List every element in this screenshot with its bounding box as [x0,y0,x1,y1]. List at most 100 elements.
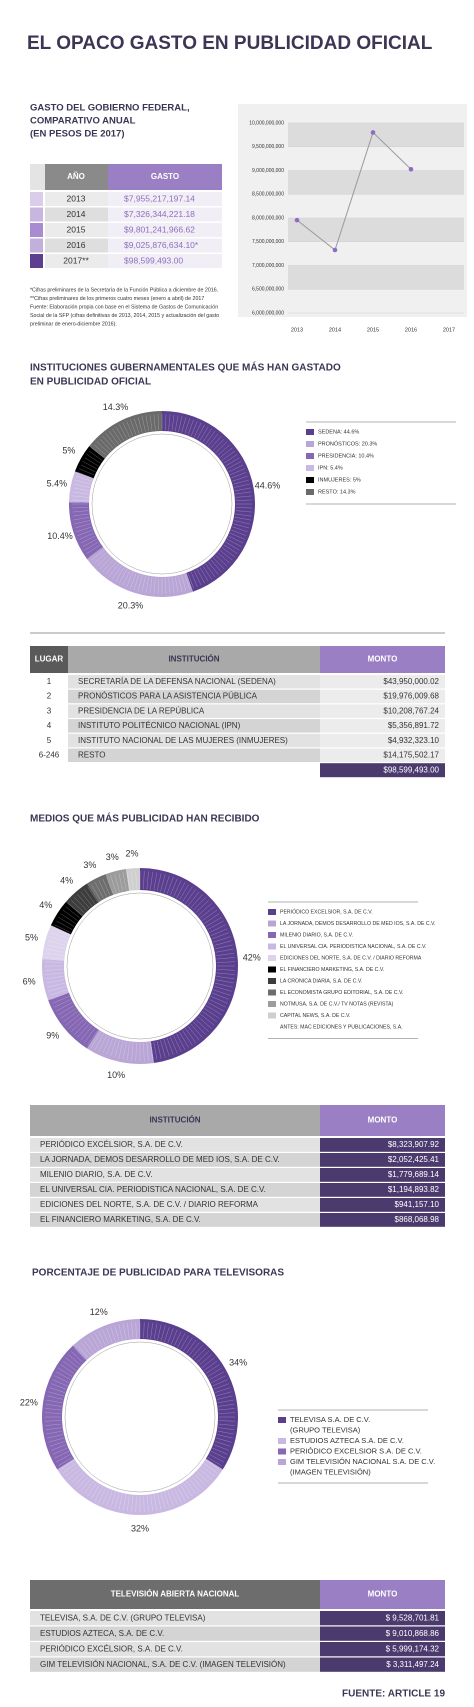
value-label: 14.3% [103,402,129,412]
line [296,131,412,251]
ring-hatch [52,928,70,936]
ring-hatch [234,483,250,488]
header-text: TELEVISIÓN ABIERTA NACIONAL [111,1590,240,1599]
ring-hatch [46,979,65,984]
legend-label: LA CRONICA DIARIA, S.A. DE C.V. [280,978,362,984]
ring-hatch [106,1038,114,1056]
cell [68,689,320,704]
ring-hatch [225,541,240,551]
ring-hatch [80,1342,91,1356]
ring-hatch [160,1040,166,1058]
ring-hatch [65,1357,79,1368]
ring-hatch [146,871,149,890]
cell-text: PERIÓDICO EXCÉLSIOR, S.A. DE C.V. [40,1140,183,1149]
cell-text: $14,175,502.17 [383,750,439,759]
cell-text: $10,208,767.24 [383,706,439,715]
ring-hatch [83,1480,94,1495]
legend-label: EL UNIVERSAL CIA. PERIODISTICA NACIONAL,… [280,944,426,950]
legend-swatch [268,909,276,915]
ring-hatch [216,961,235,963]
ring-hatch [56,920,73,930]
ring-hatch [215,1387,231,1393]
ring-hatch [48,1391,64,1397]
ring-hatch [126,421,134,437]
cell-text: 2 [47,692,52,701]
legend-label: PERIÓDICO EXCELSIOR, S.A. DE C.V. [280,908,373,915]
ring-hatch [216,1391,232,1397]
ring-hatch [108,563,119,577]
ring-hatch [221,450,235,461]
ring-hatch [200,1013,215,1026]
ring-hatch [218,1427,235,1430]
ring-hatch [77,1476,89,1489]
ring-hatch [174,1331,182,1346]
ring-hatch [160,874,166,892]
legend-swatch [268,920,276,927]
ring-hatch [160,1325,166,1341]
ring-hatch [190,571,198,587]
ring-hatch [74,897,87,911]
ring-hatch [153,872,158,891]
ring-hatch [149,577,153,594]
header-cell [320,646,445,673]
legend-swatch [278,1438,286,1444]
ring-hatch [232,526,248,533]
ring-hatch [213,1444,230,1451]
ring-hatch [45,1427,62,1430]
ring-hatch [146,1322,149,1339]
ring-hatch [79,468,95,476]
value-label: 5% [25,933,38,943]
ring-hatch [170,1489,178,1505]
ring-hatch [171,577,175,594]
slice [69,471,94,503]
ring-hatch [71,1019,85,1032]
ring-hatch [77,472,93,479]
slice [72,1319,140,1361]
ring-hatch [176,882,186,899]
x-tick-label: 2016 [405,327,417,333]
ring-hatch [56,1454,71,1463]
cell-text: $ 5,999,174.32 [386,1644,440,1653]
slice [87,1029,154,1064]
ring-hatch [209,1371,224,1380]
legend-swatch [268,955,276,961]
ring-hatch [196,1351,209,1363]
ring-hatch [232,475,248,482]
ring-hatch [54,999,71,1008]
ring-hatch [80,535,96,544]
y-tick-label: 6,500,000,000 [252,287,284,293]
ring-hatch [234,520,250,525]
ring-hatch [54,924,71,933]
ring-hatch [219,447,233,459]
ring-hatch [91,447,105,459]
header-text: MONTO [368,1590,398,1599]
cell-text: 3 [47,706,52,715]
ring-hatch [94,882,104,899]
cell [320,748,445,762]
ring-hatch [137,575,143,591]
ring-hatch [174,576,179,593]
ring-hatch [218,1404,235,1407]
ring-hatch [205,1364,220,1374]
ring-hatch [82,461,97,470]
ring-hatch [221,547,235,558]
ring-hatch [185,1028,197,1044]
ring-hatch [65,1013,80,1026]
ring-hatch [56,1002,73,1012]
ring-hatch [179,884,189,901]
ring-hatch [182,1030,193,1046]
cell [108,192,222,206]
ring-hatch [98,880,107,897]
cell-text: PRESIDENCIA DE LA REPÚBLICA [78,706,205,715]
header-cell [30,1105,320,1136]
note: preliminar de enero-diciembre 2016). [30,321,117,327]
ring-hatch [114,1040,120,1058]
section-heading: GASTO DEL GOBIERNO FEDERAL, [30,103,190,114]
ring-hatch [68,903,83,916]
ring-hatch [98,1035,107,1052]
ring-hatch [215,1441,231,1447]
ring-hatch [114,874,120,892]
cell [68,675,320,689]
ring-hatch [84,457,99,467]
ring-hatch [62,1011,78,1023]
